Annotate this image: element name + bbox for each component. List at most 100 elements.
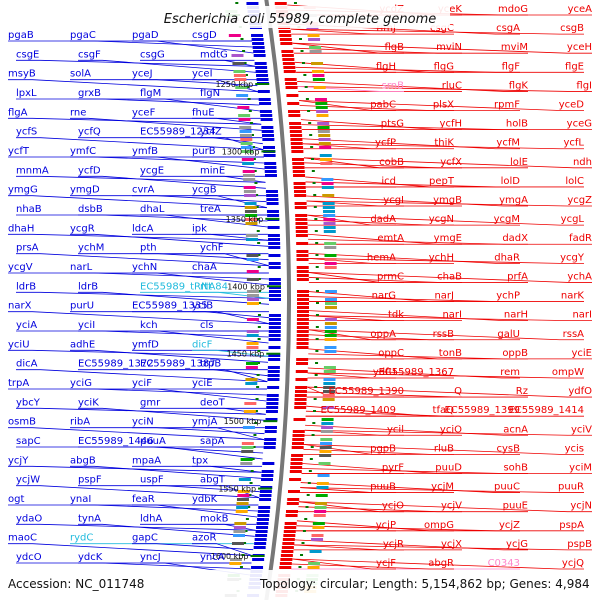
- forward-feature: [268, 326, 281, 329]
- category-feature: [322, 206, 335, 209]
- category-feature: [324, 302, 337, 305]
- category-feature: [317, 126, 330, 129]
- reverse-feature: [291, 442, 304, 445]
- gene-label: ycgE: [140, 165, 164, 176]
- forward-feature: [268, 318, 281, 321]
- guide-dot: [256, 374, 260, 376]
- forward-feature: [263, 442, 276, 445]
- category-feature: [312, 522, 325, 525]
- gene-label: yciO: [440, 424, 462, 435]
- leader-line: [200, 253, 269, 267]
- category-feature: [315, 102, 328, 105]
- leader-line: [307, 386, 592, 398]
- guide-dot: [311, 434, 315, 436]
- guide-dot: [257, 326, 261, 328]
- category-feature: [311, 534, 324, 537]
- leader-line: [140, 330, 269, 344]
- gene-label: ycjV: [441, 501, 462, 512]
- forward-feature: [268, 346, 281, 349]
- reverse-feature: [296, 338, 309, 341]
- leader-line: [296, 525, 520, 532]
- category-feature: [243, 410, 256, 413]
- forward-feature: [268, 262, 281, 265]
- category-feature: [246, 362, 259, 365]
- leader-line: [16, 369, 268, 383]
- gene-label: ycfX: [440, 157, 462, 168]
- category-feature: [319, 450, 332, 453]
- leader-line: [292, 42, 404, 54]
- gene-label: pspA: [559, 520, 584, 531]
- gene-label: ycjO: [382, 501, 404, 512]
- forward-feature: [262, 134, 275, 137]
- guide-dot: [250, 134, 254, 136]
- gene-label: rluB: [434, 443, 454, 454]
- category-feature: [317, 130, 330, 133]
- gene-label: tdk: [388, 310, 404, 321]
- guide-dot: [298, 566, 302, 568]
- category-feature: [324, 318, 337, 321]
- gene-label: ydfU: [373, 367, 396, 378]
- guide-dot: [248, 494, 252, 496]
- guide-dot: [257, 266, 261, 268]
- gene-label: rtt: [200, 281, 212, 292]
- guide-dot: [253, 170, 257, 172]
- gene-label: srnB: [382, 80, 404, 91]
- gene-label: azoR: [192, 533, 216, 544]
- reverse-feature: [294, 206, 307, 209]
- gene-label: mokB: [200, 513, 229, 524]
- category-feature: [246, 270, 259, 273]
- category-feature: [314, 502, 327, 505]
- gene-label: yceK: [438, 4, 463, 15]
- guide-dot: [310, 146, 314, 148]
- gene-label: narI: [572, 310, 592, 321]
- leader-line: [70, 233, 269, 247]
- leader-line: [78, 291, 270, 305]
- leader-line: [8, 195, 267, 209]
- reverse-feature: [282, 542, 295, 545]
- category-feature: [323, 210, 336, 213]
- category-feature: [319, 146, 332, 149]
- forward-feature: [264, 162, 277, 165]
- leader-line: [192, 465, 262, 473]
- leader-line: [308, 329, 396, 341]
- gene-label: EC55989_1335: [132, 301, 208, 312]
- leader-line: [308, 291, 454, 302]
- category-feature: [323, 218, 336, 221]
- forward-feature: [262, 462, 275, 465]
- leader-line: [291, 563, 454, 570]
- reverse-feature: [280, 42, 293, 45]
- gene-label: yciG: [70, 378, 92, 389]
- gene-label: ychP: [496, 291, 520, 302]
- gene-label: dicA: [16, 359, 38, 370]
- forward-feature: [255, 66, 268, 69]
- gene-label: pyrF: [382, 462, 404, 473]
- reverse-feature: [293, 190, 306, 193]
- category-feature: [312, 74, 325, 77]
- gene-label: sohB: [503, 462, 528, 473]
- guide-dot: [308, 122, 312, 124]
- leader-line: [78, 562, 251, 570]
- leader-line: [306, 391, 462, 398]
- category-feature: [314, 506, 327, 509]
- leader-line: [132, 79, 258, 87]
- gene-label: ycgL: [561, 214, 585, 225]
- guide-dot: [304, 518, 308, 520]
- gene-label: chaB: [437, 271, 462, 282]
- gene-label: solA: [70, 69, 91, 80]
- category-feature: [233, 74, 246, 77]
- category-feature: [313, 86, 326, 89]
- gene-label: ompW: [552, 367, 584, 378]
- gene-label: EC55989_1446: [78, 436, 154, 447]
- guide-dot: [244, 74, 248, 76]
- guide-dot: [315, 254, 319, 256]
- gene-label: dadA: [370, 214, 396, 225]
- gene-label: holB: [506, 119, 528, 130]
- reverse-feature: [284, 526, 297, 529]
- guide-dot: [257, 362, 261, 364]
- reverse-feature: [292, 434, 305, 437]
- category-feature: [238, 478, 251, 481]
- leader-line: [70, 349, 269, 363]
- leader-line: [8, 117, 262, 125]
- forward-feature: [266, 398, 279, 401]
